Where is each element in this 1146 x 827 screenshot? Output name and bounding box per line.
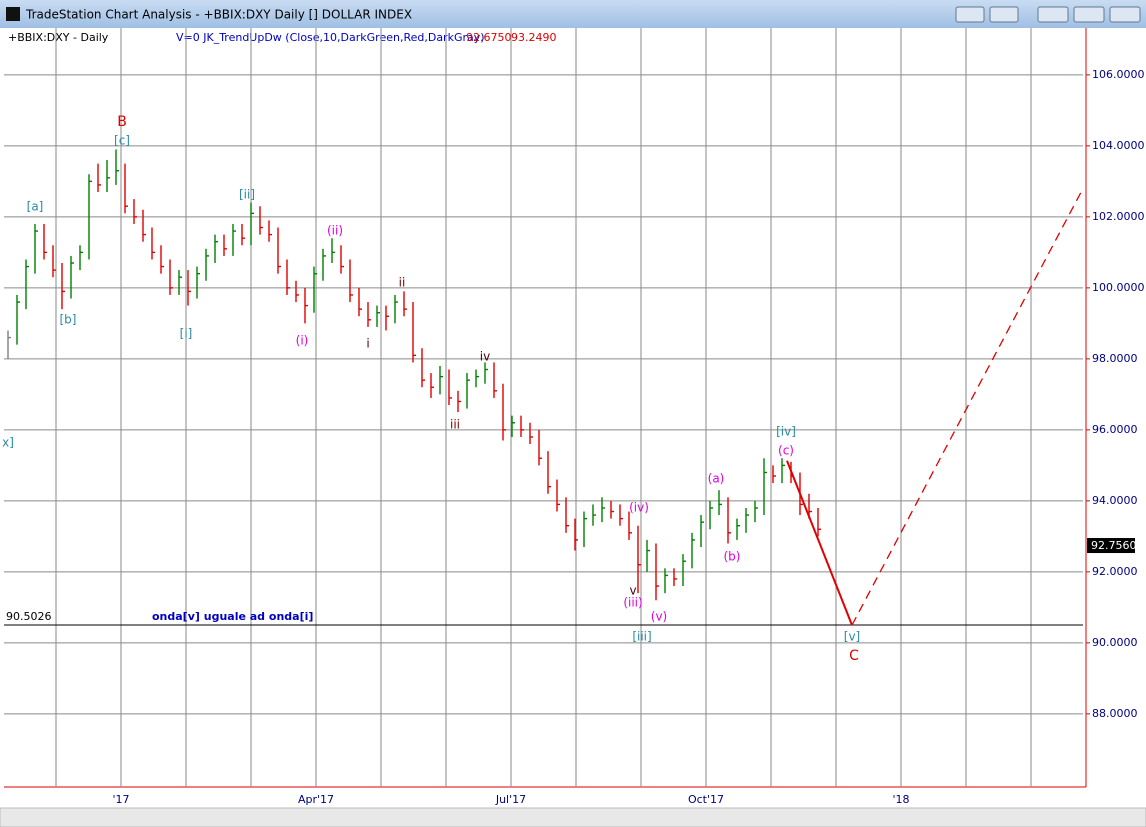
wave-label: [a] <box>27 200 44 214</box>
window-title: TradeStation Chart Analysis - +BBIX:DXY … <box>25 8 412 22</box>
y-tick-label: 96.0000 <box>1092 423 1138 436</box>
chart-area <box>0 28 1146 808</box>
y-tick-label: 94.0000 <box>1092 494 1138 507</box>
wave-label: i <box>366 337 369 351</box>
wave-label: [iii] <box>632 630 651 644</box>
indicator-label: V=0 JK_TrendUpDw (Close,10,DarkGreen,Red… <box>176 31 485 44</box>
x-tick-label: Apr'17 <box>298 793 334 806</box>
y-tick-label: 88.0000 <box>1092 707 1138 720</box>
x-tick-label: Oct'17 <box>688 793 724 806</box>
wave-label: [c] <box>114 134 130 148</box>
projection-line <box>786 460 853 626</box>
x-tick-label: Jul'17 <box>495 793 526 806</box>
wave-label: [i] <box>180 327 193 341</box>
x-tick-label: '17 <box>112 793 129 806</box>
y-tick-label: 104.0000 <box>1092 139 1145 152</box>
wave-label: [b] <box>60 313 77 327</box>
y-tick-label: 106.0000 <box>1092 68 1145 81</box>
options-button[interactable] <box>989 6 1019 23</box>
y-tick-label: 100.0000 <box>1092 281 1145 294</box>
wave-label: (v) <box>651 610 667 624</box>
indicator-value: 93.2490 <box>511 31 557 44</box>
wave-label: (b) <box>724 550 741 564</box>
maximize-button[interactable] <box>1073 6 1105 23</box>
minimize-button[interactable] <box>1037 6 1069 23</box>
wave-label: (c) <box>778 444 794 458</box>
wave-label: x] <box>2 436 14 450</box>
wave-label: [v] <box>844 630 860 644</box>
style-button[interactable] <box>955 6 985 23</box>
scrollbar[interactable] <box>0 807 1146 827</box>
wave-label: ii <box>399 276 406 290</box>
wave-label: iii <box>450 418 460 432</box>
y-tick-label: 102.0000 <box>1092 210 1145 223</box>
wave-label: iv <box>480 350 490 364</box>
x-tick-label: '18 <box>892 793 909 806</box>
y-tick-label: 92.0000 <box>1092 565 1138 578</box>
last-price-label: 92.7560 <box>1091 539 1137 552</box>
last-price-box <box>1087 538 1135 554</box>
y-tick-label: 98.0000 <box>1092 352 1138 365</box>
wave-label: B <box>117 114 127 130</box>
close-button[interactable] <box>1109 6 1141 23</box>
app-icon <box>6 7 20 21</box>
indicator-value: 92.6750 <box>466 31 512 44</box>
level-label: 90.5026 <box>6 610 52 623</box>
wave-label: (i) <box>296 334 309 348</box>
symbol-label: +BBIX:DXY - Daily <box>8 31 109 44</box>
wave-label: [ii] <box>239 188 255 202</box>
wave-label: v <box>629 584 636 598</box>
title-bar <box>0 0 1146 28</box>
y-tick-label: 90.0000 <box>1092 636 1138 649</box>
wave-label: (iv) <box>629 501 649 515</box>
wave-label: (a) <box>708 472 725 486</box>
projection-dashed-line <box>851 188 1084 626</box>
wave-label: (iii) <box>623 596 642 610</box>
wave-label: [iv] <box>776 425 796 439</box>
wave-label: (ii) <box>327 224 343 238</box>
wave-label: C <box>849 648 859 664</box>
level-note: onda[v] uguale ad onda[i] <box>152 610 313 623</box>
